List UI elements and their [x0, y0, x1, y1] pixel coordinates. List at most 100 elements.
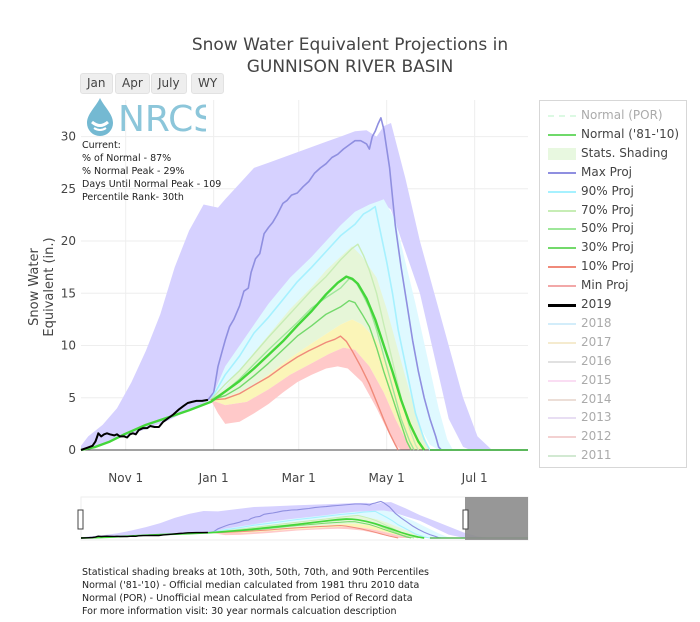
legend-item[interactable]: Stats. Shading [540, 145, 686, 163]
y-tick-label: 20 [61, 234, 76, 248]
range-series-10-proj [210, 524, 399, 539]
range-button-jan[interactable]: Jan [80, 73, 113, 94]
legend-label: 2019 [581, 297, 612, 311]
legend-swatch [548, 455, 576, 458]
range-slider[interactable] [77, 496, 529, 541]
legend-item[interactable]: 2013 [540, 409, 686, 427]
legend-item[interactable]: 90% Proj [540, 183, 686, 201]
legend-label: 2011 [581, 448, 612, 463]
shading-band-70-30 [81, 246, 430, 450]
footnote-more-info: For more information visit: 30 year norm… [82, 606, 397, 617]
legend-swatch [548, 190, 576, 193]
legend-item[interactable]: 30% Proj [540, 239, 686, 257]
legend-label: 50% Proj [581, 221, 634, 236]
logo-text: NRCS [118, 99, 206, 138]
legend-swatch [548, 209, 576, 212]
series-normal-81-10- [80, 275, 426, 452]
legend-swatch [548, 436, 576, 439]
legend-swatch [548, 417, 576, 420]
y-tick-label: 0 [68, 443, 76, 457]
legend-label: 30% Proj [581, 240, 634, 255]
y-tick-label: 5 [68, 391, 76, 405]
legend-item[interactable]: 2011 [540, 447, 686, 465]
legend-swatch [548, 133, 576, 136]
x-tick-label: Jul 1 [461, 471, 488, 485]
legend-label: Max Proj [581, 164, 632, 179]
legend-swatch [548, 304, 576, 307]
stat-percent-normal-peak: % Normal Peak - 29% [82, 166, 185, 177]
legend-swatch [548, 266, 576, 269]
series-70-proj [210, 243, 420, 451]
series-10-proj [210, 335, 399, 451]
series-2019 [80, 398, 209, 451]
y-tick-label: 25 [61, 182, 76, 196]
chart-title-line2: GUNNISON RIVER BASIN [246, 57, 454, 77]
stat-percentile-rank: Percentile Rank- 30th [82, 192, 184, 203]
range-series-90-proj [210, 510, 431, 539]
legend-swatch [548, 322, 576, 325]
legend-label: 2014 [581, 391, 612, 406]
footnote-normal-81-10: Normal ('81-'10) - Official median calcu… [82, 580, 420, 591]
y-axis-title: Snow Water Equivalent (in.) [27, 237, 57, 337]
x-tick-label: Jan 1 [198, 471, 229, 485]
range-shading-70-30 [81, 515, 430, 538]
y-tick-label: 30 [61, 130, 76, 144]
legend-swatch [548, 379, 576, 382]
series-30-proj [210, 299, 412, 451]
series-50-proj [210, 278, 415, 451]
legend-swatch [548, 171, 576, 174]
range-series-max-proj [207, 500, 442, 539]
legend-swatch [548, 115, 576, 117]
range-handle-left[interactable] [77, 509, 84, 530]
stat-days-until-peak: Days Until Normal Peak - 109 [82, 179, 222, 190]
range-handle-right[interactable] [462, 509, 469, 530]
legend-item[interactable]: 70% Proj [540, 202, 686, 220]
footnote-normal-por: Normal (POR) - Unofficial mean calculate… [82, 593, 413, 604]
chart-title-line1: Snow Water Equivalent Projections in [191, 35, 509, 55]
water-drop-icon: NRCS [87, 98, 216, 140]
legend-label: 10% Proj [581, 259, 634, 274]
legend-swatch [548, 398, 576, 401]
legend-label: Stats. Shading [581, 145, 669, 160]
legend-label: 2016 [581, 353, 612, 368]
range-button-july[interactable]: July [151, 73, 187, 94]
legend-item[interactable]: Min Proj [540, 277, 686, 295]
legend-item[interactable]: Max Proj [540, 164, 686, 182]
legend-label: 2018 [581, 315, 612, 330]
legend-item[interactable]: 2017 [540, 334, 686, 352]
legend-item[interactable]: 2018 [540, 315, 686, 333]
range-button-wy[interactable]: WY [191, 73, 225, 94]
legend-item[interactable]: Normal (POR) [540, 107, 686, 125]
legend-label: 70% Proj [581, 202, 634, 217]
series-max-proj [207, 117, 443, 451]
legend-item[interactable]: 10% Proj [540, 258, 686, 276]
legend-item[interactable]: 2012 [540, 428, 686, 446]
legend-swatch [548, 360, 576, 363]
legend-swatch [548, 247, 576, 250]
legend-label: 2015 [581, 372, 612, 387]
legend-item[interactable]: 2015 [540, 372, 686, 390]
footnote-shading: Statistical shading breaks at 10th, 30th… [82, 567, 429, 578]
chart-legend[interactable]: Normal (POR) Normal ('81-'10) Stats. Shadi… [539, 100, 687, 468]
nrcs-logo: NRCS [81, 96, 216, 142]
legend-label: Normal (POR) [581, 108, 663, 122]
legend-label: 2013 [581, 410, 612, 425]
legend-label: 2012 [581, 429, 612, 444]
legend-item[interactable]: 50% Proj [540, 220, 686, 238]
stat-percent-normal: % of Normal - 87% [82, 153, 172, 164]
legend-item[interactable]: 2016 [540, 353, 686, 371]
y-tick-label: 15 [61, 286, 76, 300]
stat-current: Current: [82, 140, 121, 151]
legend-label: 90% Proj [581, 183, 634, 198]
x-tick-label: Mar 1 [282, 471, 316, 485]
legend-item[interactable]: 2019 [540, 296, 686, 314]
legend-label: Normal ('81-'10) [581, 126, 680, 141]
legend-swatch [548, 341, 576, 344]
series-90-proj [210, 205, 431, 451]
legend-item[interactable]: 2014 [540, 391, 686, 409]
legend-item[interactable]: Normal ('81-'10) [540, 126, 686, 144]
range-button-apr[interactable]: Apr [115, 73, 150, 94]
plot-area [80, 117, 528, 452]
legend-swatch [548, 147, 576, 160]
